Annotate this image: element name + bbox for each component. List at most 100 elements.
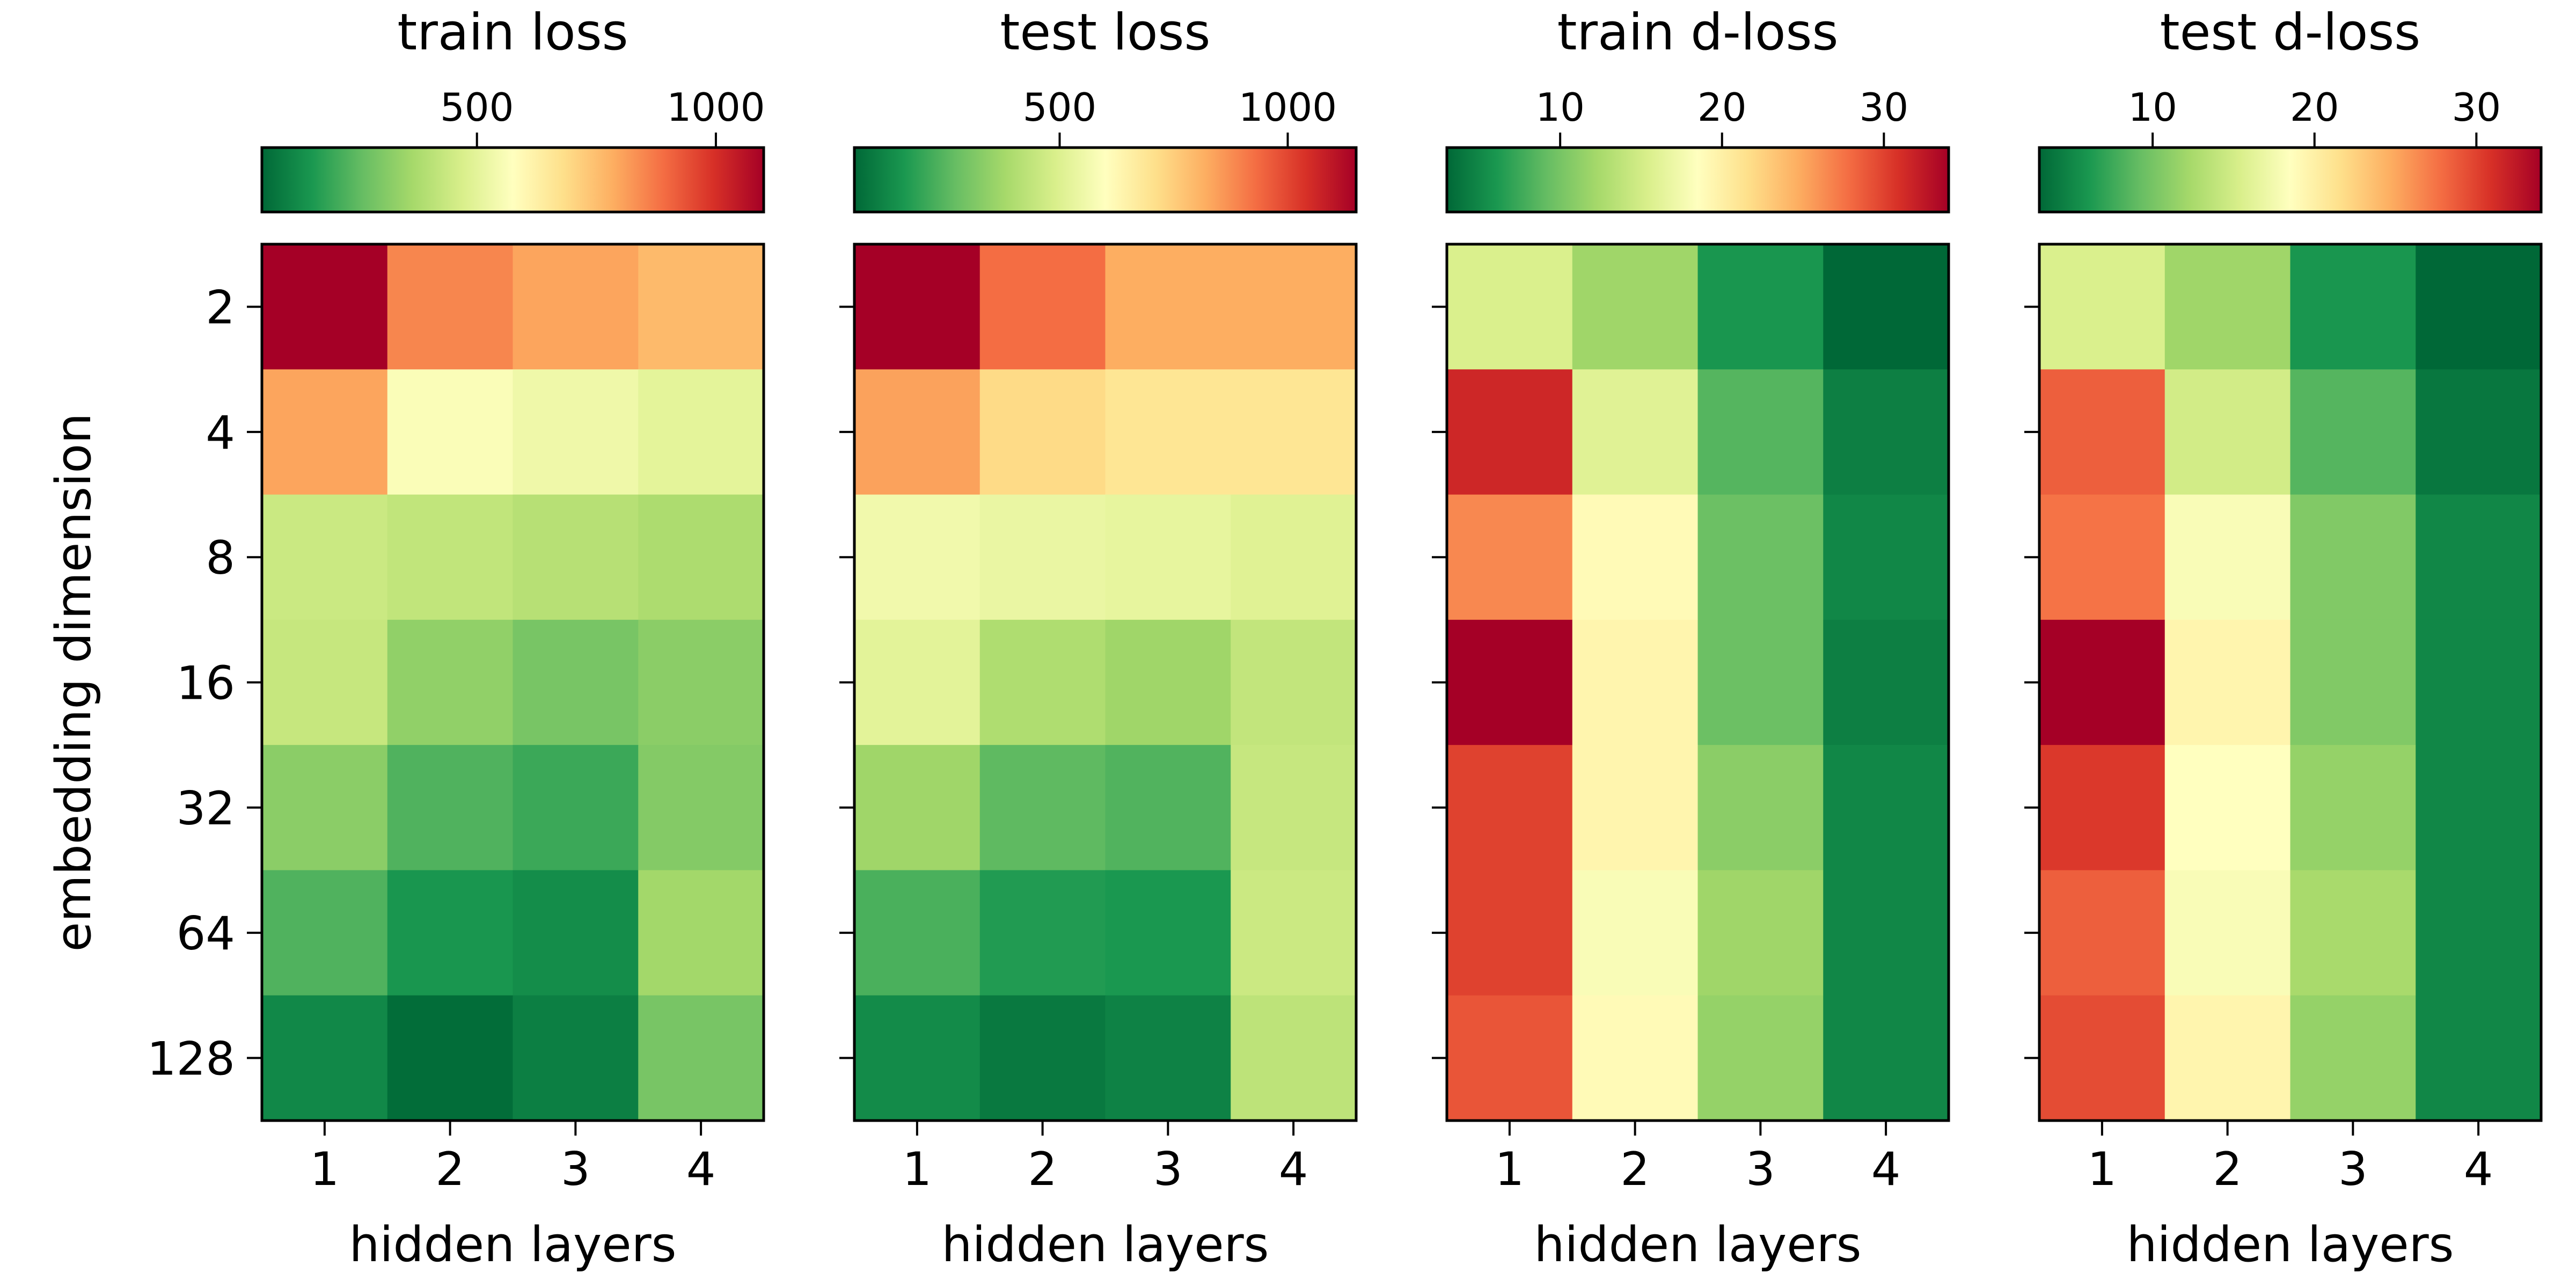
heatmap-cell (1231, 745, 1357, 871)
heatmap-cell (262, 995, 388, 1121)
heatmap-cell (262, 494, 388, 620)
heatmap-cell (1572, 619, 1699, 745)
heatmap-cell (2416, 870, 2542, 996)
y-tick-label: 64 (177, 907, 235, 961)
heatmap-cell (1697, 244, 1824, 370)
heatmap-cell (262, 745, 388, 871)
x-tick-label: 2 (1028, 1143, 1057, 1196)
heatmap-cell (513, 870, 639, 996)
x-tick-label: 3 (1153, 1143, 1183, 1196)
colorbar-frame (260, 146, 765, 214)
colorbar-frame (1445, 146, 1950, 214)
heatmap-cell (1823, 369, 1949, 495)
heatmap-cell (1447, 870, 1573, 996)
heatmap-cell (513, 369, 639, 495)
x-tick-label: 4 (1279, 1143, 1308, 1196)
heatmap-cell (1823, 745, 1949, 871)
x-axis-label: hidden layers (941, 1217, 1269, 1273)
heatmap-cell (387, 995, 514, 1121)
colorbar-frame (2038, 146, 2543, 214)
x-tick-label: 1 (1495, 1143, 1525, 1196)
heatmap-cell (1823, 995, 1949, 1121)
heatmap-cell (854, 995, 980, 1121)
heatmap-cell (2416, 619, 2542, 745)
colorbar-tick-label: 10 (2128, 85, 2177, 130)
heatmap-cell (1105, 870, 1231, 996)
heatmap-cell (1572, 494, 1699, 620)
colorbar-tick-label: 500 (1023, 85, 1096, 130)
panel-title: train d-loss (1557, 3, 1839, 62)
colorbar-gradient (262, 148, 764, 212)
colorbar-tick-label: 30 (2452, 85, 2501, 130)
heatmap-cell (1231, 870, 1357, 996)
heatmap-cell (513, 745, 639, 871)
heatmap-cell (1823, 244, 1949, 370)
heatmap-cell (2164, 244, 2291, 370)
colorbar-tick-label: 20 (1697, 85, 1747, 130)
heatmap-cell (513, 995, 639, 1121)
heatmap-cell (1697, 995, 1824, 1121)
y-axis-label: embedding dimension (46, 413, 102, 952)
x-tick-label: 1 (903, 1143, 932, 1196)
heatmap-cell (1105, 369, 1231, 495)
colorbar-frame (853, 146, 1358, 214)
panel-title: test d-loss (2160, 3, 2421, 62)
heatmap-cell (979, 244, 1106, 370)
x-tick-label: 3 (1746, 1143, 1775, 1196)
x-axis-label: hidden layers (1534, 1217, 1861, 1273)
heatmap-cell (2039, 870, 2165, 996)
x-tick-label: 4 (686, 1143, 716, 1196)
heatmap-cell (1105, 619, 1231, 745)
x-tick-label: 2 (435, 1143, 465, 1196)
heatmap-cell (387, 494, 514, 620)
heatmap-cell (2290, 494, 2416, 620)
colorbar-tick-label: 30 (1860, 85, 1909, 130)
heatmap-cell (2290, 995, 2416, 1121)
heatmap-cell (2164, 745, 2291, 871)
heatmap-cell (1697, 870, 1824, 996)
heatmap-cell (387, 745, 514, 871)
heatmap-cell (262, 244, 388, 370)
y-tick-label: 4 (206, 406, 235, 460)
x-tick-label: 2 (1620, 1143, 1650, 1196)
heatmap-cell (854, 494, 980, 620)
heatmap-cell (1697, 745, 1824, 871)
heatmap-cell (1572, 369, 1699, 495)
heatmap-cell (638, 244, 764, 370)
heatmap-cell (2290, 244, 2416, 370)
y-tick-label: 32 (177, 782, 235, 836)
heatmap-cell (2164, 870, 2291, 996)
heatmap-cell (2416, 244, 2542, 370)
x-tick-label: 1 (310, 1143, 340, 1196)
heatmap-cell (638, 369, 764, 495)
heatmap-cell (854, 745, 980, 871)
colorbar-gradient (854, 148, 1356, 212)
y-tick-label: 2 (206, 281, 235, 335)
colorbar-tick-label: 10 (1535, 85, 1585, 130)
heatmap-cell (2164, 995, 2291, 1121)
panel-title: test loss (1000, 3, 1211, 62)
heatmap-cell (1572, 745, 1699, 871)
heatmap-cell (854, 369, 980, 495)
heatmap-cell (638, 995, 764, 1121)
heatmap-cell (1447, 494, 1573, 620)
heatmap-cell (2416, 995, 2542, 1121)
heatmap-cell (1105, 745, 1231, 871)
heatmap-cell (2039, 494, 2165, 620)
heatmap-cell (2164, 494, 2291, 620)
x-axis-label: hidden layers (2126, 1217, 2454, 1273)
heatmap-cell (513, 619, 639, 745)
heatmap-cell (1447, 369, 1573, 495)
y-tick-label: 8 (206, 531, 235, 585)
heatmap-cell (1231, 494, 1357, 620)
colorbar-gradient (1447, 148, 1949, 212)
colorbar-tick-label: 20 (2290, 85, 2339, 130)
heatmap-cell (2039, 244, 2165, 370)
heatmap-cell (979, 494, 1106, 620)
colorbar-tick-label: 500 (440, 85, 514, 130)
